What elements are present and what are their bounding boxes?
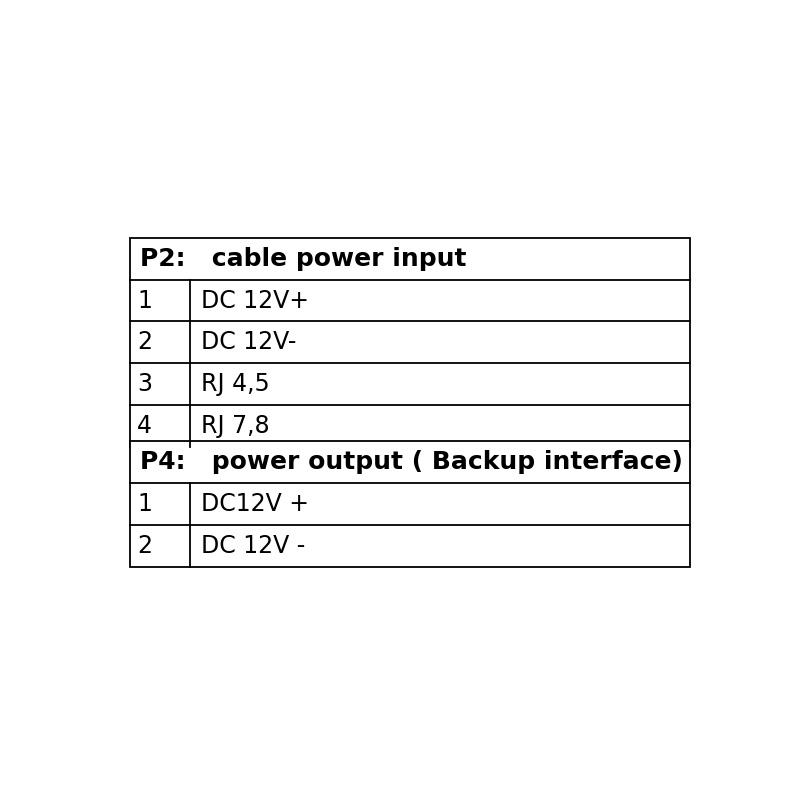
- Text: RJ 4,5: RJ 4,5: [201, 372, 270, 396]
- Text: 1: 1: [138, 289, 152, 313]
- Text: 2: 2: [138, 330, 152, 354]
- Text: DC 12V+: DC 12V+: [201, 289, 309, 313]
- Bar: [130, 238, 690, 447]
- Text: 1: 1: [138, 492, 152, 516]
- Bar: [130, 441, 690, 566]
- Text: DC12V +: DC12V +: [201, 492, 309, 516]
- Text: DC 12V -: DC 12V -: [201, 534, 306, 558]
- Text: 2: 2: [138, 534, 152, 558]
- Text: P4:   power output ( Backup interface): P4: power output ( Backup interface): [140, 450, 682, 474]
- Text: DC 12V-: DC 12V-: [201, 330, 297, 354]
- Text: 3: 3: [138, 372, 152, 396]
- Text: RJ 7,8: RJ 7,8: [201, 414, 270, 438]
- Text: P2:   cable power input: P2: cable power input: [140, 246, 466, 270]
- Text: 4: 4: [138, 414, 152, 438]
